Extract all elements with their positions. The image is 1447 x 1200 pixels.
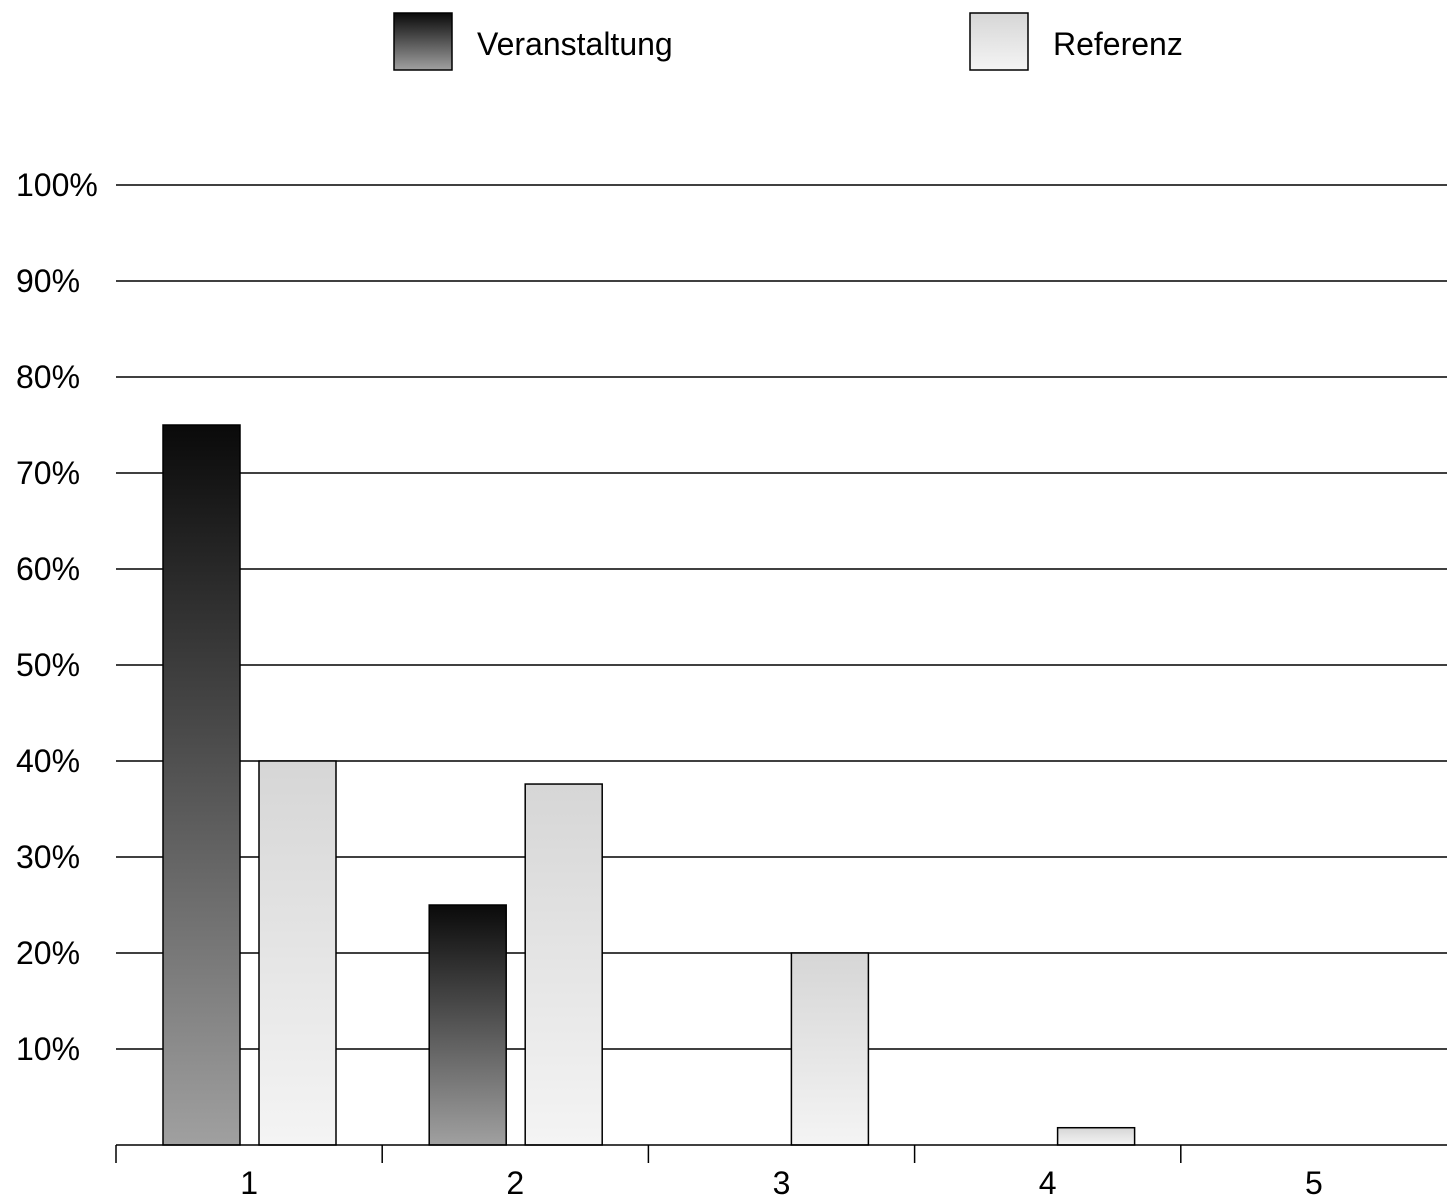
bar-referenz-4 <box>1056 1126 1136 1146</box>
bars <box>162 424 1136 1146</box>
y-tick-label: 30% <box>16 839 80 875</box>
legend-swatch-referenz <box>969 12 1029 71</box>
legend-swatch-veranstaltung <box>393 12 453 71</box>
x-tick-label: 3 <box>773 1165 791 1200</box>
y-tick-label: 90% <box>16 263 80 299</box>
y-tick-label: 10% <box>16 1031 80 1067</box>
x-tick-label: 5 <box>1305 1165 1323 1200</box>
x-tick-label: 2 <box>506 1165 524 1200</box>
bar-referenz-3 <box>790 952 870 1146</box>
y-tick-label: 50% <box>16 647 80 683</box>
x-axis <box>115 1144 1447 1163</box>
legend-item-veranstaltung: Veranstaltung <box>393 12 673 71</box>
y-axis-tick-labels: 10% 20% 30% 40% 50% 60% 70% 80% 90% 100% <box>16 167 98 1067</box>
bar-referenz-2 <box>524 783 603 1146</box>
legend: Veranstaltung Referenz <box>393 12 1183 71</box>
y-tick-label: 100% <box>16 167 98 203</box>
bar-veranstaltung-2 <box>428 904 507 1146</box>
y-tick-label: 20% <box>16 935 80 971</box>
y-tick-label: 40% <box>16 743 80 779</box>
bar-referenz-1 <box>258 760 337 1146</box>
y-tick-label: 70% <box>16 455 80 491</box>
x-tick-label: 4 <box>1039 1165 1057 1200</box>
bar-veranstaltung-1 <box>162 424 241 1146</box>
gridlines <box>116 184 1447 1050</box>
y-tick-label: 60% <box>16 551 80 587</box>
x-tick-label: 1 <box>240 1165 258 1200</box>
legend-label-veranstaltung: Veranstaltung <box>477 26 673 62</box>
x-axis-tick-labels: 1 2 3 4 5 <box>240 1165 1323 1200</box>
legend-item-referenz: Referenz <box>969 12 1183 71</box>
legend-label-referenz: Referenz <box>1053 26 1183 62</box>
y-tick-label: 80% <box>16 359 80 395</box>
